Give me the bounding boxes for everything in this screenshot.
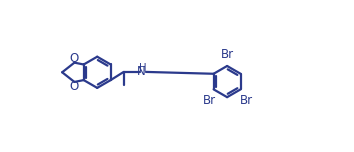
Text: Br: Br — [240, 94, 253, 107]
Text: N: N — [136, 65, 145, 78]
Text: O: O — [69, 79, 79, 93]
Text: H: H — [139, 63, 147, 73]
Text: O: O — [69, 52, 79, 65]
Text: Br: Br — [203, 94, 216, 107]
Text: Br: Br — [221, 48, 234, 61]
